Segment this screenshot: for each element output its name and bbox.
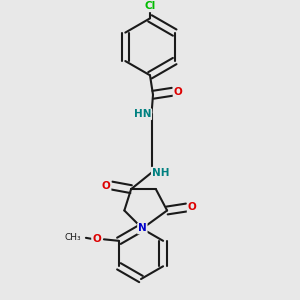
- Text: N: N: [138, 224, 147, 233]
- Text: CH₃: CH₃: [65, 233, 81, 242]
- Text: HN: HN: [134, 109, 151, 119]
- Text: Cl: Cl: [144, 2, 156, 11]
- Text: O: O: [188, 202, 196, 212]
- Text: O: O: [92, 234, 101, 244]
- Text: NH: NH: [152, 168, 169, 178]
- Text: O: O: [173, 87, 182, 97]
- Text: O: O: [102, 181, 111, 190]
